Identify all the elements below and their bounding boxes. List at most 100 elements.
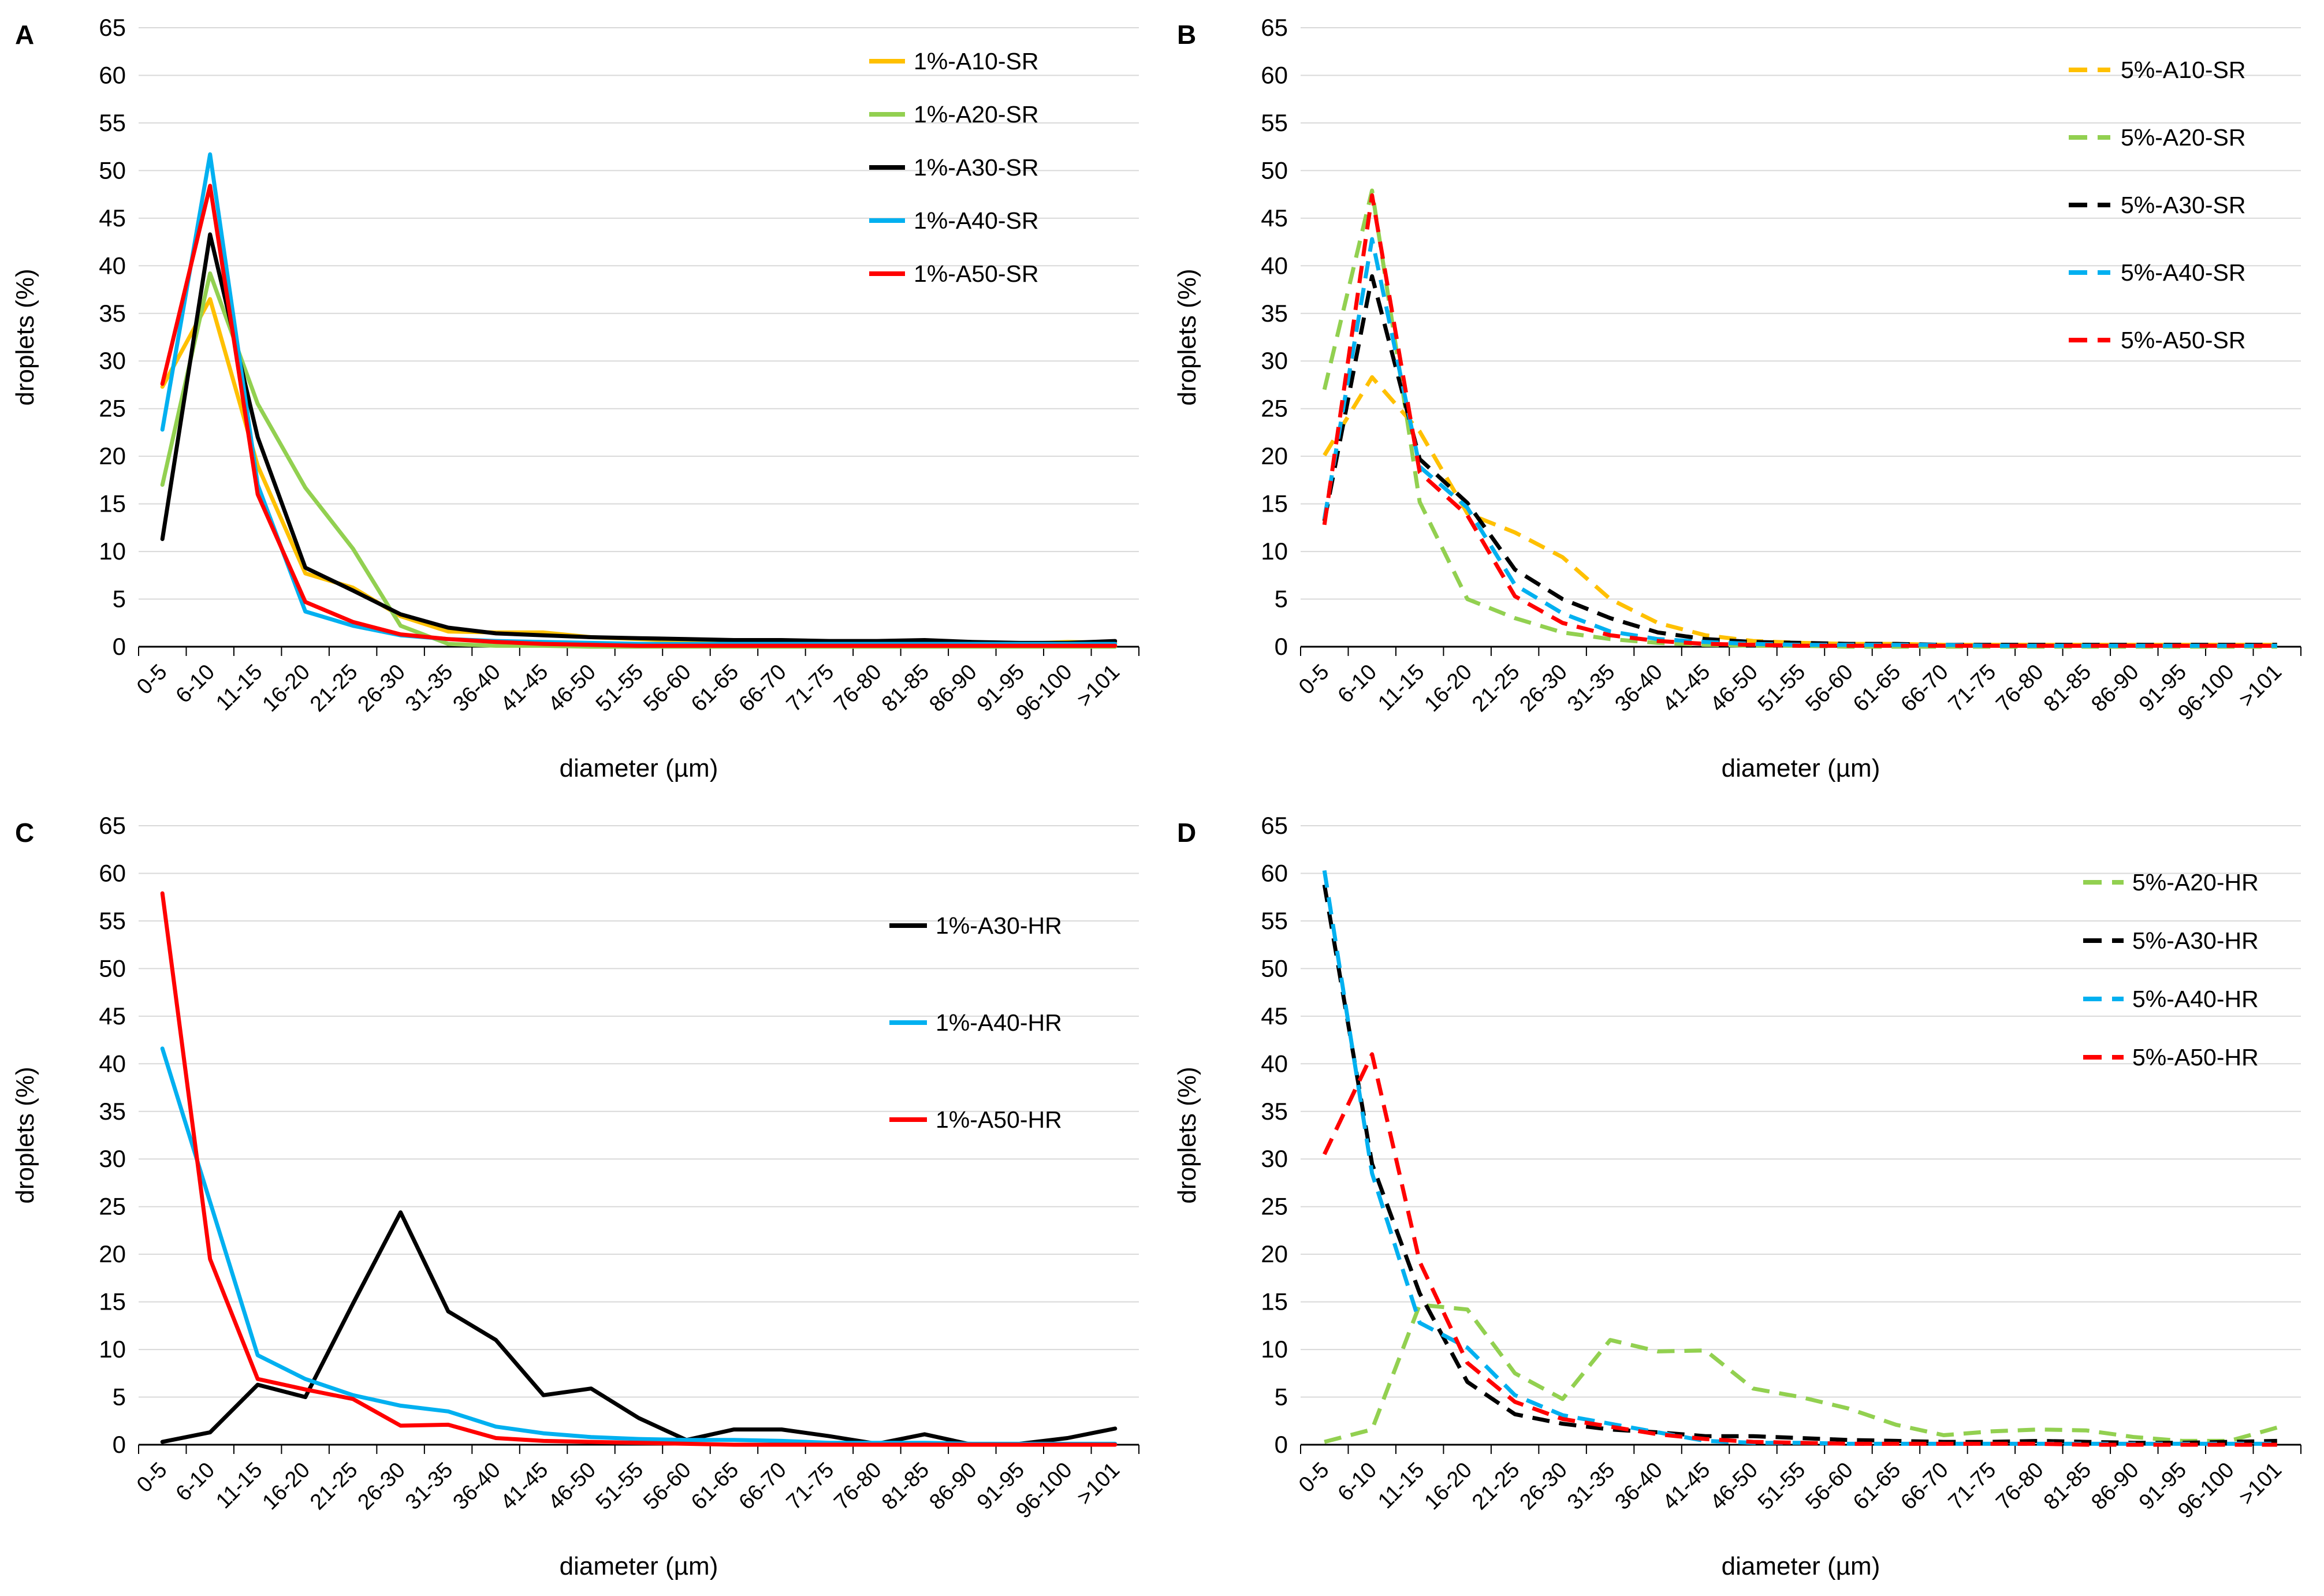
x-tick-label: 6-10 — [1334, 660, 1381, 708]
y-tick-label: 5 — [1275, 586, 1288, 613]
panel-b: 0 5 10 15 20 25 30 35 40 45 50 55 60 65 0-5 6-10 11-15 16… — [1162, 0, 2324, 798]
legend-label: 1%-A50-HR — [936, 1106, 1062, 1133]
y-tick-label: 0 — [1275, 633, 1288, 660]
panel-letter: A — [15, 20, 34, 50]
y-tick-label: 20 — [1261, 442, 1288, 469]
legend-item-5%-A30-HR: 5%-A30-HR — [2083, 927, 2259, 954]
series-line-5%-A30-HR — [1322, 884, 2277, 1445]
panel-a: 0 5 10 15 20 25 30 35 40 45 50 55 60 65 0-5 6-10 11-15 16… — [0, 0, 1162, 798]
y-tick-label: 55 — [1261, 109, 1288, 136]
x-tick-label: >101 — [2234, 1458, 2286, 1510]
legend-label: 5%-A30-HR — [2132, 927, 2259, 954]
y-axis-title: droplets (%) — [1173, 1067, 1201, 1203]
y-tick-label: 50 — [99, 156, 126, 184]
y-tick-label: 50 — [99, 954, 126, 982]
y-tick-label: 40 — [1261, 252, 1288, 279]
y-tick-label: 10 — [99, 538, 126, 565]
legend-item-1%-A10-SR: 1%-A10-SR — [869, 48, 1038, 74]
x-tick-label: 46-50 — [1705, 1458, 1762, 1515]
x-tick-label: 41-45 — [1658, 660, 1715, 717]
x-tick-label: 86-90 — [2087, 660, 2143, 717]
y-tick-label: 55 — [99, 907, 126, 934]
x-tick-label: 21-25 — [306, 660, 362, 717]
x-tick-label: 16-20 — [1420, 1458, 1477, 1515]
legend-label: 5%-A50-HR — [2132, 1044, 2259, 1071]
y-tick-label: 30 — [1261, 347, 1288, 374]
y-tick-label: 0 — [113, 1431, 126, 1458]
y-tick-label: 15 — [1261, 1288, 1288, 1315]
legend-label: 1%-A30-SR — [914, 154, 1038, 181]
x-tick-label: 71-75 — [1944, 1458, 2001, 1515]
x-tick-label: 21-25 — [1468, 660, 1524, 717]
panel-d-chart: 0 5 10 15 20 25 30 35 40 45 50 55 60 65 0-56-1011-1516… — [1173, 812, 2301, 1580]
legend-item-1%-A50-SR: 1%-A50-SR — [869, 260, 1038, 287]
y-tick-label: 40 — [1261, 1050, 1288, 1077]
y-tick-label: 30 — [99, 347, 126, 374]
y-axis-title: droplets (%) — [11, 269, 39, 405]
x-tick-label: 41-45 — [496, 1458, 553, 1515]
x-tick-label: 36-40 — [1611, 1458, 1667, 1515]
panel-c-chart: 0 5 10 15 20 25 30 35 40 45 50 55 60 65 0-56-1011-1516… — [11, 812, 1139, 1580]
y-tick-label: 40 — [99, 1050, 126, 1077]
panel-a-chart: 0 5 10 15 20 25 30 35 40 45 50 55 60 65 0-56-1011-1516… — [11, 14, 1139, 782]
x-tick-label: 66-70 — [734, 660, 791, 717]
x-tick-label: 76-80 — [829, 1458, 886, 1515]
x-tick-label: 56-60 — [1801, 1458, 1857, 1515]
legend: 1%-A30-HR 1%-A40-HR 1%-A50-HR — [889, 912, 1062, 1133]
x-tick-label: 11-15 — [1373, 660, 1429, 715]
x-tick-label: 0-5 — [132, 1458, 172, 1498]
legend-label: 1%-A10-SR — [914, 48, 1038, 74]
y-tick-label: 0 — [113, 633, 126, 660]
series-line-1%-A30-SR — [160, 232, 1118, 645]
x-axis-title: diameter (µm) — [560, 1552, 718, 1580]
series-line-1%-A30-HR — [160, 1210, 1118, 1447]
y-tick-label: 25 — [1261, 1193, 1288, 1220]
legend-item-5%-A50-HR: 5%-A50-HR — [2083, 1044, 2259, 1071]
y-tick-label: 30 — [99, 1145, 126, 1172]
legend-item-5%-A30-SR: 5%-A30-SR — [2069, 192, 2245, 218]
y-tick-label: 45 — [99, 204, 126, 232]
x-tick-label: 41-45 — [496, 660, 553, 717]
legend-label: 1%-A40-SR — [914, 207, 1038, 234]
y-tick-label: 5 — [113, 1384, 126, 1411]
y-tick-label: 20 — [99, 1240, 126, 1267]
legend-item-1%-A30-SR: 1%-A30-SR — [869, 154, 1038, 181]
x-tick-label: 6-10 — [172, 660, 219, 708]
x-tick-label: 86-90 — [925, 1458, 981, 1515]
series-line-1%-A50-HR — [160, 891, 1118, 1447]
legend-item-1%-A20-SR: 1%-A20-SR — [869, 101, 1038, 128]
legend-item-5%-A20-HR: 5%-A20-HR — [2083, 869, 2259, 896]
x-tick-label: >101 — [2234, 660, 2286, 712]
y-tick-label: 35 — [99, 1098, 126, 1125]
y-tick-label: 45 — [1261, 1002, 1288, 1030]
x-tick-label: 0-5 — [1294, 1458, 1334, 1498]
x-tick-label: 61-65 — [1849, 660, 1905, 717]
x-tick-label: 81-85 — [877, 660, 934, 717]
legend-label: 5%-A20-HR — [2132, 869, 2259, 896]
legend-item-5%-A50-SR: 5%-A50-SR — [2069, 327, 2245, 353]
x-tick-label: 36-40 — [449, 660, 505, 717]
x-tick-label: 56-60 — [639, 660, 695, 717]
series-line-1%-A10-SR — [160, 297, 1118, 646]
y-tick-label: 60 — [1261, 859, 1288, 886]
y-tick-label: 65 — [1261, 14, 1288, 41]
x-tick-label: 31-35 — [401, 660, 457, 717]
legend-item-1%-A40-SR: 1%-A40-SR — [869, 207, 1038, 234]
x-tick-label: 11-15 — [211, 1458, 267, 1513]
y-tick-label: 10 — [1261, 538, 1288, 565]
x-tick-label: 66-70 — [1896, 1458, 1953, 1515]
x-tick-label: 11-15 — [211, 660, 267, 715]
y-tick-label: 25 — [1261, 395, 1288, 422]
x-tick-label: 66-70 — [1896, 660, 1953, 717]
panel-letter: D — [1177, 818, 1196, 848]
series-line-5%-A50-SR — [1322, 193, 2277, 648]
x-axis-title: diameter (µm) — [1722, 754, 1880, 782]
x-tick-label: 86-90 — [2087, 1458, 2143, 1515]
x-tick-label: 26-30 — [1515, 660, 1572, 717]
legend-item-5%-A40-HR: 5%-A40-HR — [2083, 986, 2259, 1012]
legend-label: 1%-A50-SR — [914, 260, 1038, 287]
y-tick-label: 5 — [113, 586, 126, 613]
y-tick-label: 45 — [1261, 204, 1288, 232]
x-tick-label: 26-30 — [353, 660, 410, 717]
y-tick-label: 30 — [1261, 1145, 1288, 1172]
